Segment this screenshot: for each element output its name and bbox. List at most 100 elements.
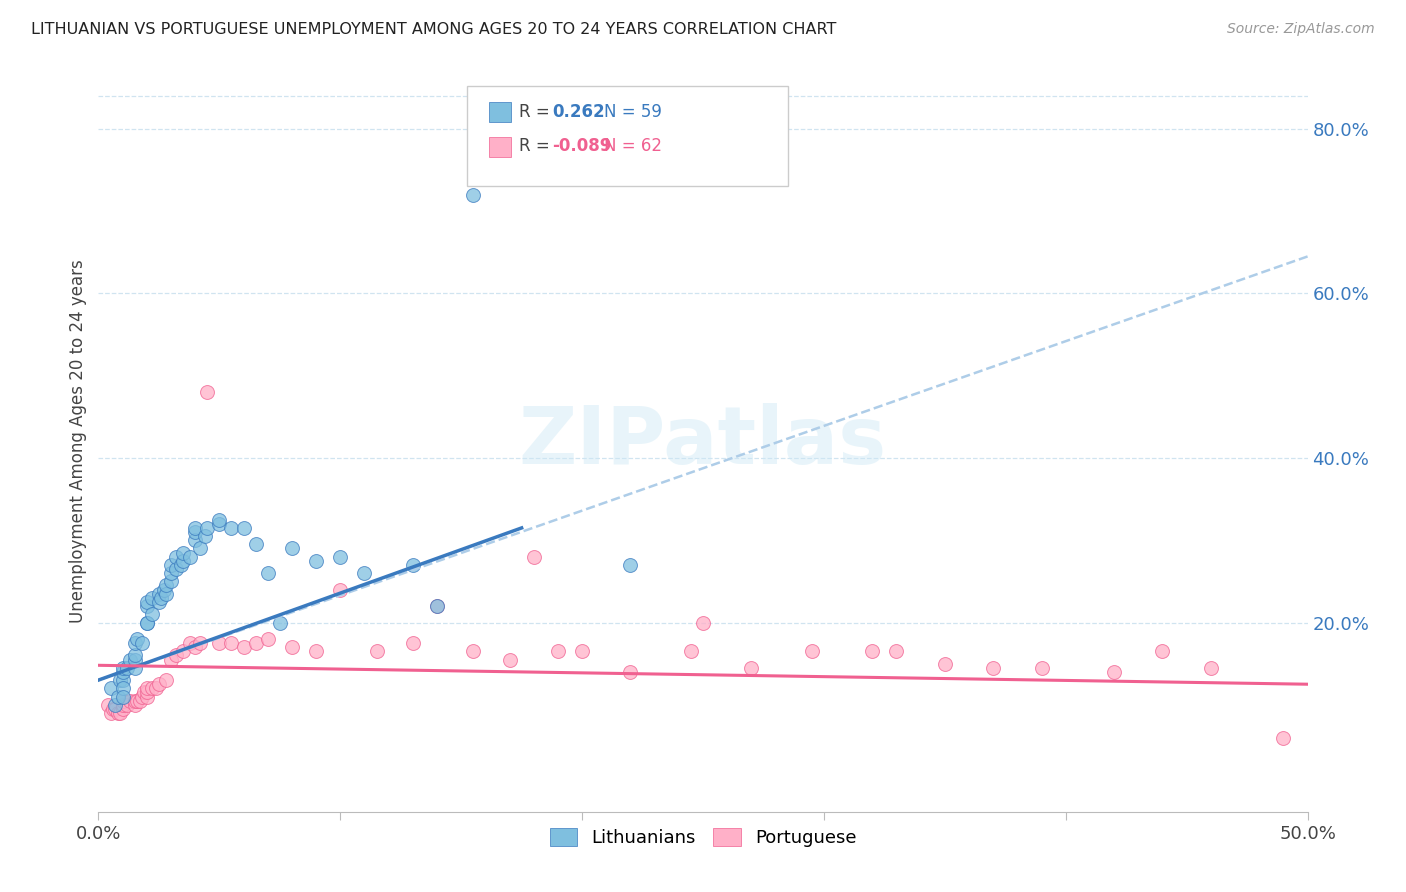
Point bbox=[353, 566, 375, 581]
Point bbox=[124, 698, 146, 712]
Point bbox=[184, 524, 207, 539]
Point bbox=[245, 537, 267, 551]
Point bbox=[179, 549, 201, 564]
Point bbox=[329, 582, 352, 597]
Point bbox=[1031, 661, 1053, 675]
Point bbox=[232, 521, 254, 535]
Text: -0.089: -0.089 bbox=[551, 136, 612, 154]
Point bbox=[195, 521, 218, 535]
Point bbox=[111, 698, 134, 712]
Point bbox=[571, 644, 593, 658]
Point bbox=[981, 661, 1004, 675]
Point bbox=[135, 690, 157, 704]
Text: ZIPatlas: ZIPatlas bbox=[519, 402, 887, 481]
Point bbox=[305, 554, 328, 568]
Point bbox=[692, 615, 714, 630]
Point bbox=[152, 582, 174, 597]
Point bbox=[740, 661, 762, 675]
Point bbox=[232, 640, 254, 655]
Point bbox=[160, 574, 183, 589]
Point bbox=[426, 599, 449, 613]
Bar bbox=[489, 137, 510, 156]
Point bbox=[160, 652, 183, 666]
Point bbox=[124, 636, 146, 650]
Point bbox=[221, 521, 243, 535]
Point bbox=[134, 685, 156, 699]
Point bbox=[160, 558, 183, 572]
Point bbox=[169, 558, 191, 572]
Point bbox=[184, 533, 207, 548]
Point bbox=[800, 644, 823, 658]
Point bbox=[619, 665, 641, 679]
Point bbox=[463, 187, 485, 202]
Bar bbox=[489, 103, 510, 121]
Point bbox=[523, 549, 546, 564]
Point bbox=[108, 706, 131, 720]
Point bbox=[188, 636, 211, 650]
Point bbox=[108, 673, 131, 687]
Point bbox=[155, 673, 177, 687]
Point bbox=[111, 690, 134, 704]
Point bbox=[1272, 731, 1295, 745]
Point bbox=[165, 562, 187, 576]
Point bbox=[135, 681, 157, 696]
Point bbox=[124, 652, 146, 666]
Point bbox=[679, 644, 702, 658]
Text: R =: R = bbox=[519, 103, 550, 121]
Point bbox=[148, 587, 170, 601]
Point bbox=[141, 681, 163, 696]
Point bbox=[208, 636, 231, 650]
Point bbox=[111, 702, 134, 716]
Point bbox=[426, 599, 449, 613]
Point bbox=[402, 636, 425, 650]
Point bbox=[111, 673, 134, 687]
Y-axis label: Unemployment Among Ages 20 to 24 years: Unemployment Among Ages 20 to 24 years bbox=[69, 260, 87, 624]
Point bbox=[117, 698, 139, 712]
Point bbox=[329, 549, 352, 564]
Point bbox=[172, 554, 194, 568]
Point bbox=[256, 632, 278, 646]
Point bbox=[124, 694, 146, 708]
Point bbox=[160, 566, 183, 581]
Point bbox=[366, 644, 388, 658]
Point bbox=[281, 640, 304, 655]
Point bbox=[135, 685, 157, 699]
Point bbox=[305, 644, 328, 658]
Point bbox=[101, 702, 124, 716]
Point bbox=[155, 587, 177, 601]
Point bbox=[1152, 644, 1174, 658]
Point bbox=[184, 640, 207, 655]
Point bbox=[184, 521, 207, 535]
Point bbox=[141, 591, 163, 605]
Point bbox=[498, 652, 520, 666]
Point bbox=[188, 541, 211, 556]
Point bbox=[131, 690, 153, 704]
Text: 0.262: 0.262 bbox=[551, 103, 605, 121]
Point bbox=[97, 698, 120, 712]
Text: N = 59: N = 59 bbox=[603, 103, 662, 121]
Point bbox=[111, 661, 134, 675]
Point bbox=[208, 513, 231, 527]
Point bbox=[179, 636, 201, 650]
Point bbox=[1102, 665, 1125, 679]
Point bbox=[111, 665, 134, 679]
Point bbox=[256, 566, 278, 581]
Point bbox=[127, 694, 149, 708]
Point bbox=[111, 698, 134, 712]
Point bbox=[141, 607, 163, 622]
Point bbox=[111, 681, 134, 696]
Point bbox=[135, 599, 157, 613]
Point bbox=[118, 694, 141, 708]
Point bbox=[124, 648, 146, 663]
Point bbox=[165, 648, 187, 663]
Point bbox=[104, 702, 127, 716]
Point bbox=[1199, 661, 1222, 675]
Point bbox=[124, 661, 146, 675]
Point bbox=[269, 615, 291, 630]
Point bbox=[172, 644, 194, 658]
Point bbox=[135, 615, 157, 630]
FancyBboxPatch shape bbox=[467, 87, 787, 186]
Point bbox=[281, 541, 304, 556]
Point bbox=[150, 591, 173, 605]
Point bbox=[131, 636, 153, 650]
